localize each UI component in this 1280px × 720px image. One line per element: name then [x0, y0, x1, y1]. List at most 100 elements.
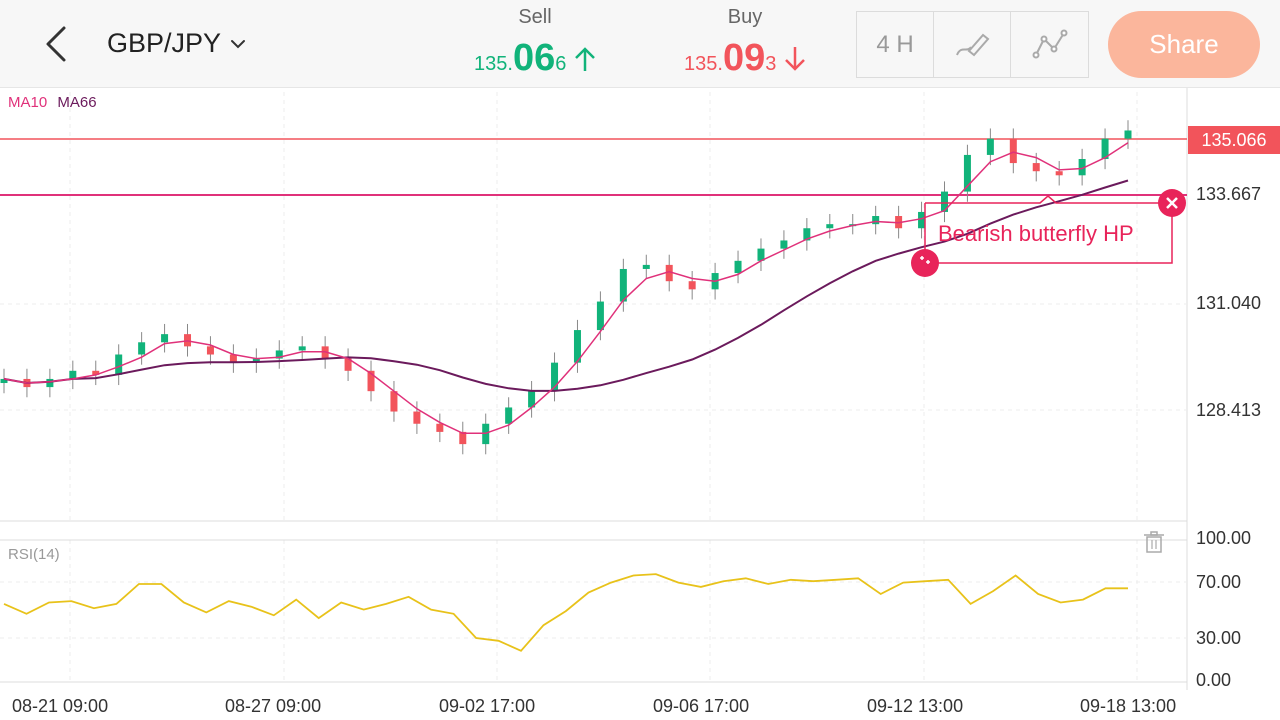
candle-body: [573, 330, 581, 363]
candle-body: [963, 154, 971, 192]
sell-price-prefix: 135.: [474, 53, 513, 75]
candle-body: [161, 334, 169, 343]
back-arrow-icon: [46, 26, 66, 62]
ma10-label: MA10: [8, 94, 48, 111]
butterfly-pattern-drawing[interactable]: [911, 189, 1186, 277]
candle-body: [367, 370, 375, 392]
candle-body: [138, 342, 146, 355]
buy-label: Buy: [727, 6, 763, 28]
sell-quote[interactable]: Sell 135.066: [455, 6, 615, 80]
candle-body: [940, 191, 948, 212]
rsi-axis-label: 0.00: [1196, 670, 1232, 690]
price-axis-label: 133.667: [1196, 184, 1262, 204]
rsi-label: RSI(14): [8, 546, 60, 563]
draw-tool-button[interactable]: [934, 12, 1011, 77]
buy-quote[interactable]: Buy 135.093: [665, 6, 825, 80]
candle-body: [1124, 130, 1132, 139]
symbol-label: GBP/JPY: [107, 28, 222, 58]
candle-body: [46, 378, 54, 388]
rsi-axis-label: 70.00: [1196, 572, 1242, 592]
candle-body: [1009, 138, 1017, 164]
candle-body: [115, 354, 123, 375]
candle-body: [1055, 171, 1063, 176]
line-chart-icon: [1032, 29, 1067, 58]
chevron-down-icon: [231, 39, 246, 48]
candle-body: [986, 138, 994, 155]
candle-body: [1078, 158, 1086, 176]
price-axis-label: 128.413: [1196, 400, 1262, 420]
time-axis-label: 09-02 17:00: [439, 696, 536, 716]
candle-body: [459, 431, 467, 445]
chart-grid: [0, 92, 1186, 682]
pattern-label[interactable]: Bearish butterfly HP: [938, 221, 1134, 246]
buy-price-small: 3: [765, 53, 777, 75]
candle-body: [390, 391, 398, 412]
candle-body: [665, 264, 673, 282]
rsi-axis-label: 30.00: [1196, 628, 1242, 648]
buy-price: 135.093: [665, 37, 825, 80]
candle-body: [1032, 163, 1040, 172]
chart-toolbar: 4 H: [856, 11, 1089, 78]
arrow-down-icon: [785, 47, 805, 71]
candle-body: [275, 350, 283, 359]
candle-body: [252, 358, 260, 363]
candle-body: [872, 216, 880, 225]
candle-body: [619, 268, 627, 302]
indicator-button[interactable]: [1011, 12, 1088, 77]
buy-price-big: 09: [722, 37, 766, 79]
ma-legend: MA10 MA66: [8, 94, 97, 111]
candle-body: [734, 260, 742, 274]
trash-icon[interactable]: [1142, 530, 1166, 554]
time-axis-label: 09-12 13:00: [867, 696, 964, 716]
candle-body: [528, 391, 536, 408]
arrow-up-icon: [575, 47, 595, 71]
candle-body: [436, 423, 444, 432]
candle-body: [551, 362, 559, 392]
sell-price-small: 6: [555, 53, 567, 75]
candle-body: [918, 211, 926, 229]
candle-body: [803, 228, 811, 241]
share-button[interactable]: Share: [1108, 11, 1260, 78]
sell-price-big: 06: [512, 37, 556, 79]
price-axis-label: 131.040: [1196, 293, 1262, 313]
candle-body: [92, 370, 100, 375]
rsi-line: [3, 573, 1128, 652]
candle-body: [298, 346, 306, 351]
candle-body: [757, 248, 765, 261]
header-bar: GBP/JPY Sell 135.066 Buy 135.093: [0, 0, 1280, 88]
ma66-line: [3, 179, 1129, 392]
candles-group: [0, 120, 1132, 455]
current-price-tag: 135.066: [1188, 126, 1280, 154]
timeframe-label: 4 H: [876, 30, 914, 58]
candle-body: [826, 224, 834, 229]
candle-body: [344, 358, 352, 371]
candle-body: [688, 281, 696, 290]
candle-body: [1101, 138, 1109, 159]
candle-body: [505, 407, 513, 424]
time-axis-label: 09-18 13:00: [1080, 696, 1177, 716]
timeframe-button[interactable]: 4 H: [857, 12, 934, 77]
back-button[interactable]: [36, 22, 80, 66]
ma66-label: MA66: [57, 94, 97, 111]
candle-body: [0, 378, 8, 384]
candle-body: [69, 370, 77, 379]
pen-draw-icon: [956, 33, 990, 56]
time-axis-label: 08-21 09:00: [12, 696, 109, 716]
candle-body: [229, 354, 237, 363]
symbol-selector[interactable]: GBP/JPY: [107, 28, 247, 59]
time-axis-label: 09-06 17:00: [653, 696, 750, 716]
candle-body: [413, 411, 421, 424]
candle-body: [206, 346, 214, 355]
candle-body: [642, 264, 650, 269]
time-axis-label: 08-27 09:00: [225, 696, 322, 716]
pattern-handle-move[interactable]: [911, 249, 939, 277]
buy-price-prefix: 135.: [684, 53, 723, 75]
sell-price: 135.066: [455, 37, 615, 80]
share-label: Share: [1149, 29, 1219, 59]
rsi-axis-label: 100.00: [1196, 528, 1252, 548]
candle-body: [780, 240, 788, 249]
ma10-line: [3, 142, 1129, 435]
sell-label: Sell: [518, 6, 552, 28]
